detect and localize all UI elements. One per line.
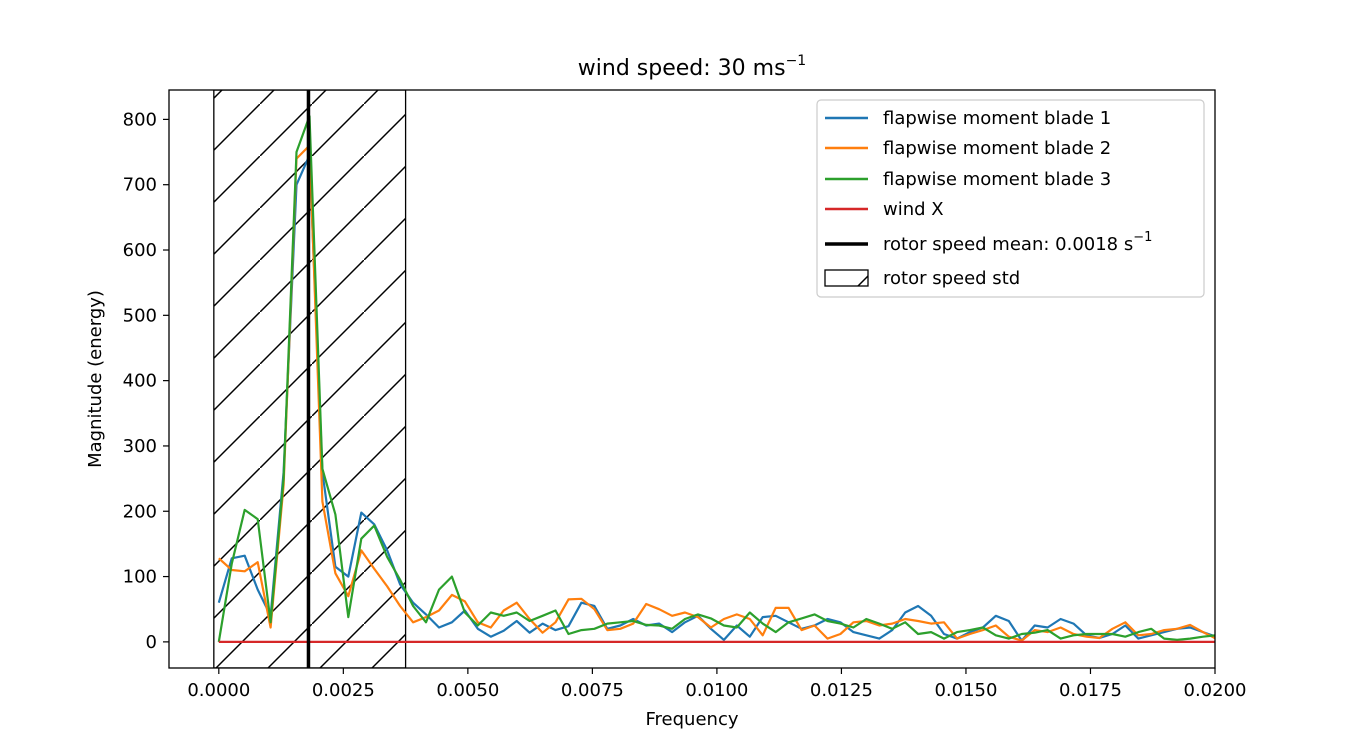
legend-label-mean: rotor speed mean: 0.0018 s−1: [883, 230, 1152, 255]
legend-label-3: flapwise moment blade 3: [883, 169, 1111, 190]
y-tick-label: 700: [123, 175, 157, 196]
x-tick-label: 0.0175: [1059, 680, 1122, 701]
legend-swatch-std: [824, 269, 869, 287]
y-tick-label: 500: [123, 305, 157, 326]
y-tick-label: 100: [123, 567, 157, 588]
legend-label-2: flapwise moment blade 2: [883, 138, 1111, 159]
x-tick-label: 0.0200: [1184, 680, 1247, 701]
plot-frame: [168, 89, 1216, 669]
x-axis-label: Frequency: [646, 709, 739, 730]
x-tick-label: 0.0000: [187, 680, 250, 701]
legend: flapwise moment blade 1 flapwise moment b…: [816, 99, 1205, 298]
chart-title: wind speed: 30 ms−1: [578, 53, 806, 81]
y-tick-label: 300: [123, 436, 157, 457]
legend-label-1: flapwise moment blade 1: [883, 108, 1111, 129]
y-axis-label: Magnitude (energy): [85, 290, 106, 468]
legend-label-4: wind X: [883, 199, 944, 220]
series-line-1: [217, 154, 1215, 642]
x-tick-label: 0.0150: [934, 680, 997, 701]
y-tick-label: 200: [123, 501, 157, 522]
legend-frame: [816, 99, 1205, 298]
series-line-3: [217, 114, 1215, 643]
y-tick-label: 800: [123, 109, 157, 130]
y-tick-label: 0: [146, 632, 157, 653]
y-tick-label: 400: [123, 371, 157, 392]
x-tick-label: 0.0025: [312, 680, 375, 701]
x-tick-label: 0.0125: [810, 680, 873, 701]
y-tick-label: 600: [123, 240, 157, 261]
legend-label-std: rotor speed std: [883, 268, 1020, 289]
x-tick-label: 0.0100: [685, 680, 748, 701]
x-tick-label: 0.0050: [436, 680, 499, 701]
x-tick-label: 0.0075: [561, 680, 624, 701]
